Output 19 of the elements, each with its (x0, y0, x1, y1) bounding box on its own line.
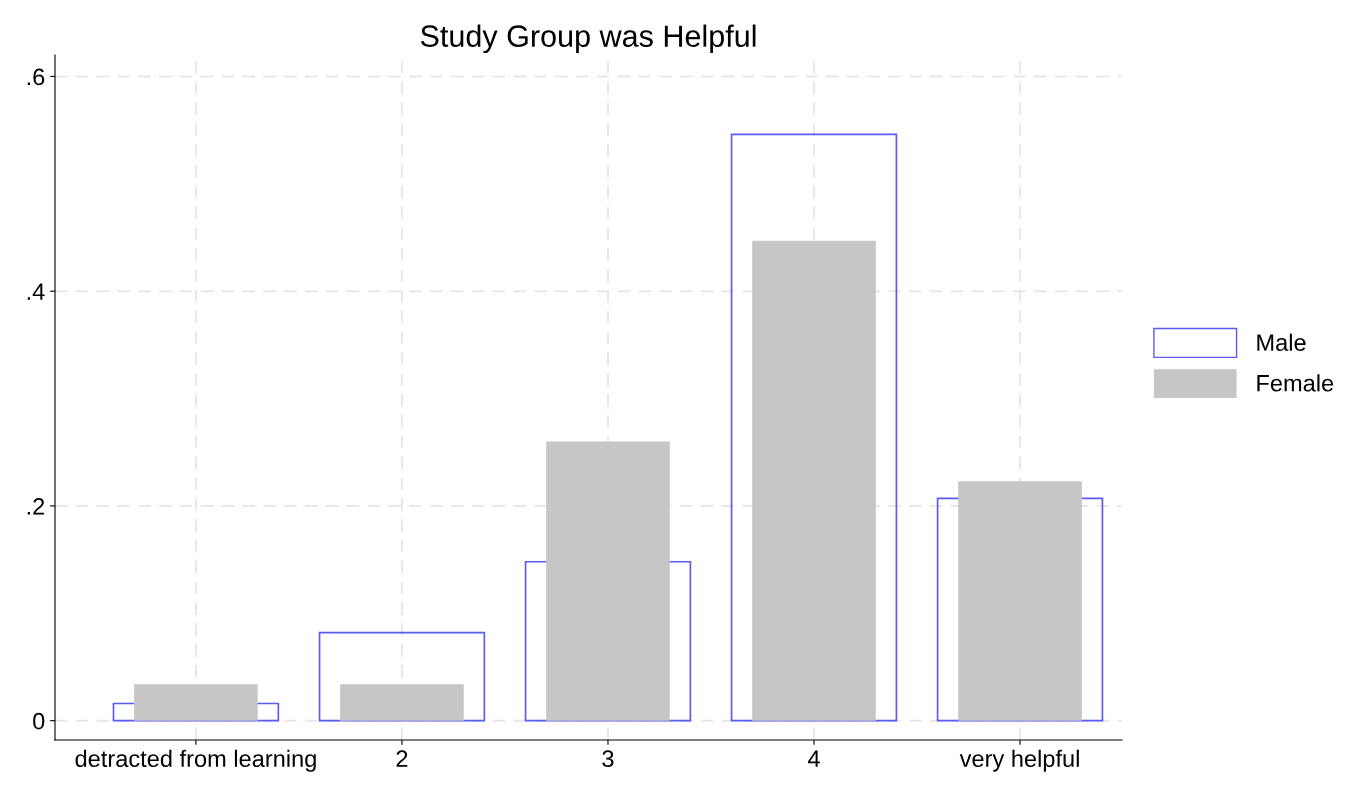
bar (752, 240, 876, 721)
x-tick-label: very helpful (959, 749, 1079, 772)
x-tick-label: detracted from learning (75, 749, 316, 772)
y-tick-label: .6 (27, 68, 45, 86)
bar (546, 441, 670, 721)
bar (134, 684, 258, 721)
bar (958, 481, 1082, 721)
legend-label: Female (1257, 374, 1334, 392)
legend-label: Male (1257, 333, 1306, 351)
y-tick-label: 0 (33, 712, 45, 730)
y-tick-label: .4 (27, 283, 45, 300)
x-tick-label: 3 (602, 750, 614, 768)
x-tick-label: 2 (396, 750, 408, 767)
bar (340, 684, 464, 721)
y-tick-label: .2 (27, 498, 45, 515)
x-tick-label: 4 (807, 750, 820, 767)
bar (730, 133, 898, 722)
bar (318, 631, 486, 722)
chart-title: Study Group was Helpful (420, 24, 756, 54)
